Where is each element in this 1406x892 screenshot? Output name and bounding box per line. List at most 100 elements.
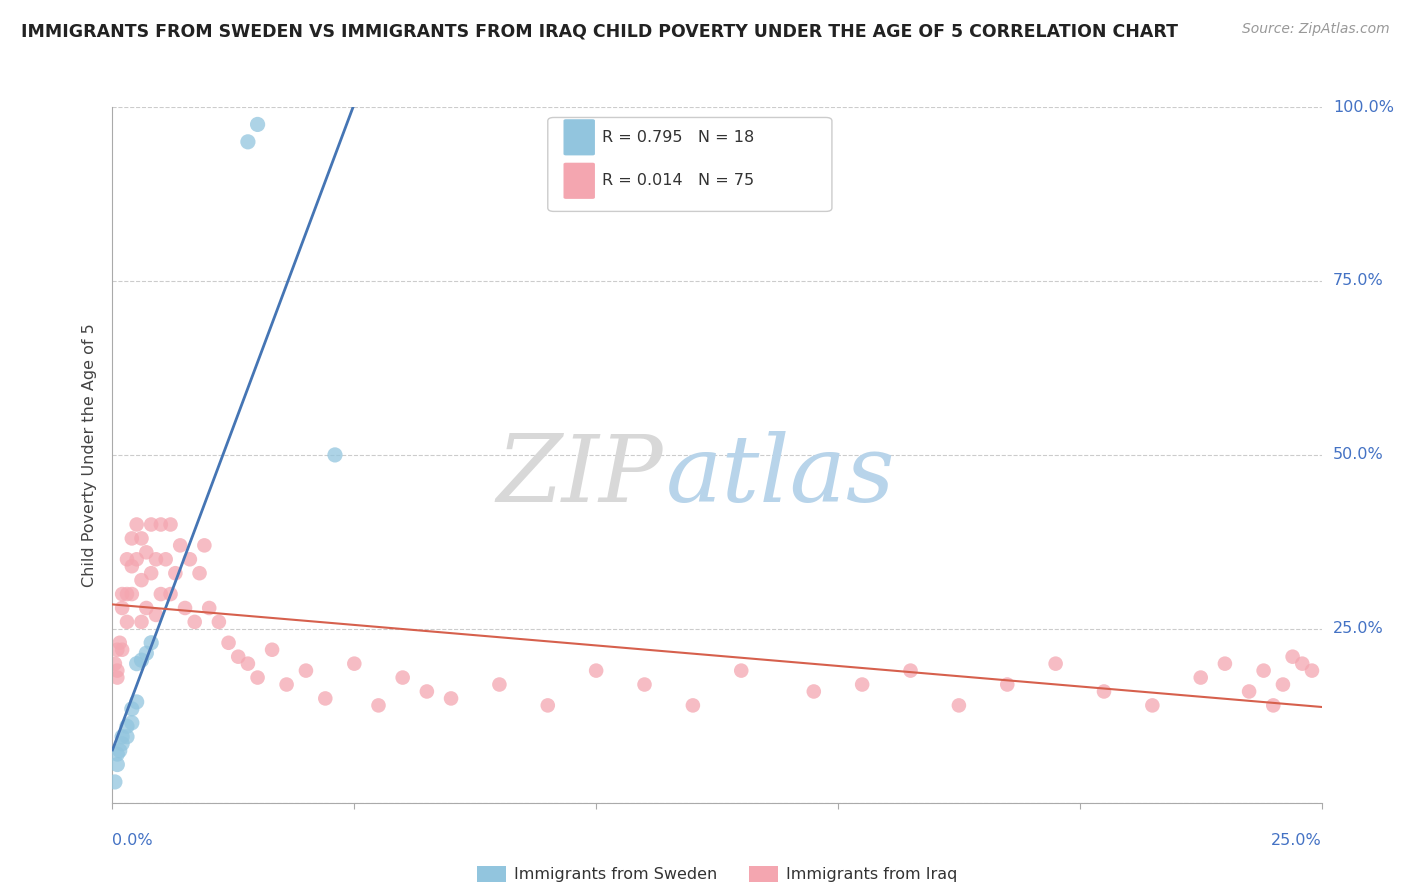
Point	[131, 615, 153, 629]
Point	[115, 587, 138, 601]
Point	[440, 691, 463, 706]
Point	[1281, 649, 1303, 664]
Point	[105, 671, 128, 685]
Text: 100.0%: 100.0%	[1333, 100, 1393, 114]
Point	[226, 649, 249, 664]
Text: atlas: atlas	[666, 431, 896, 521]
Point	[145, 552, 167, 566]
Point	[105, 664, 128, 678]
Point	[1271, 677, 1294, 691]
Point	[948, 698, 970, 713]
Point	[246, 117, 269, 131]
Point	[135, 646, 157, 660]
Point	[159, 517, 181, 532]
Point	[121, 702, 143, 716]
Point	[262, 642, 284, 657]
Point	[179, 552, 201, 566]
Point	[391, 671, 413, 685]
FancyBboxPatch shape	[548, 118, 832, 211]
Point	[131, 653, 153, 667]
Point	[174, 601, 197, 615]
Point	[900, 664, 922, 678]
Point	[141, 517, 163, 532]
Text: R = 0.014   N = 75: R = 0.014 N = 75	[602, 173, 754, 188]
Point	[111, 730, 134, 744]
Point	[131, 573, 153, 587]
Point	[183, 615, 205, 629]
Point	[995, 677, 1018, 691]
Point	[314, 691, 336, 706]
Point	[115, 719, 138, 733]
Text: 75.0%: 75.0%	[1333, 274, 1384, 288]
Point	[149, 517, 172, 532]
Point	[149, 587, 172, 601]
Text: IMMIGRANTS FROM SWEDEN VS IMMIGRANTS FROM IRAQ CHILD POVERTY UNDER THE AGE OF 5 : IMMIGRANTS FROM SWEDEN VS IMMIGRANTS FRO…	[21, 22, 1178, 40]
FancyBboxPatch shape	[564, 162, 595, 199]
Point	[198, 601, 221, 615]
Point	[105, 747, 128, 761]
Point	[111, 642, 134, 657]
Point	[343, 657, 366, 671]
Point	[416, 684, 439, 698]
Point	[125, 517, 148, 532]
Point	[131, 532, 153, 546]
Point	[121, 559, 143, 574]
Point	[1301, 664, 1323, 678]
Point	[111, 737, 134, 751]
Point	[188, 566, 211, 581]
Point	[682, 698, 704, 713]
Point	[121, 715, 143, 730]
Point	[115, 615, 138, 629]
Point	[165, 566, 187, 581]
Text: 0.0%: 0.0%	[112, 833, 153, 848]
Point	[125, 657, 148, 671]
Point	[135, 601, 157, 615]
Point	[1142, 698, 1164, 713]
Point	[208, 615, 231, 629]
Text: 25.0%: 25.0%	[1271, 833, 1322, 848]
Text: Source: ZipAtlas.com: Source: ZipAtlas.com	[1241, 22, 1389, 37]
Point	[141, 636, 163, 650]
Point	[1045, 657, 1067, 671]
Point	[115, 730, 138, 744]
Point	[236, 135, 259, 149]
Point	[141, 566, 163, 581]
Point	[159, 587, 181, 601]
Text: 50.0%: 50.0%	[1333, 448, 1384, 462]
Point	[1263, 698, 1285, 713]
Point	[537, 698, 560, 713]
Point	[218, 636, 240, 650]
Point	[121, 532, 143, 546]
Point	[169, 538, 191, 552]
Point	[1291, 657, 1313, 671]
Point	[115, 552, 138, 566]
Point	[1092, 684, 1115, 698]
Point	[193, 538, 215, 552]
Point	[367, 698, 389, 713]
Point	[730, 664, 752, 678]
Point	[246, 671, 269, 685]
Point	[155, 552, 177, 566]
Point	[1189, 671, 1212, 685]
Point	[585, 664, 607, 678]
Point	[111, 587, 134, 601]
Text: ZIP: ZIP	[496, 431, 662, 521]
Point	[104, 775, 127, 789]
Point	[108, 744, 131, 758]
Point	[105, 642, 128, 657]
Point	[104, 657, 127, 671]
Point	[851, 677, 873, 691]
Point	[125, 552, 148, 566]
Point	[295, 664, 318, 678]
Point	[1237, 684, 1260, 698]
Point	[803, 684, 825, 698]
Point	[1213, 657, 1236, 671]
Legend: Immigrants from Sweden, Immigrants from Iraq: Immigrants from Sweden, Immigrants from …	[471, 860, 963, 888]
FancyBboxPatch shape	[564, 120, 595, 155]
Text: 25.0%: 25.0%	[1333, 622, 1384, 636]
Point	[105, 757, 128, 772]
Point	[633, 677, 655, 691]
Point	[135, 545, 157, 559]
Point	[111, 601, 134, 615]
Point	[145, 607, 167, 622]
